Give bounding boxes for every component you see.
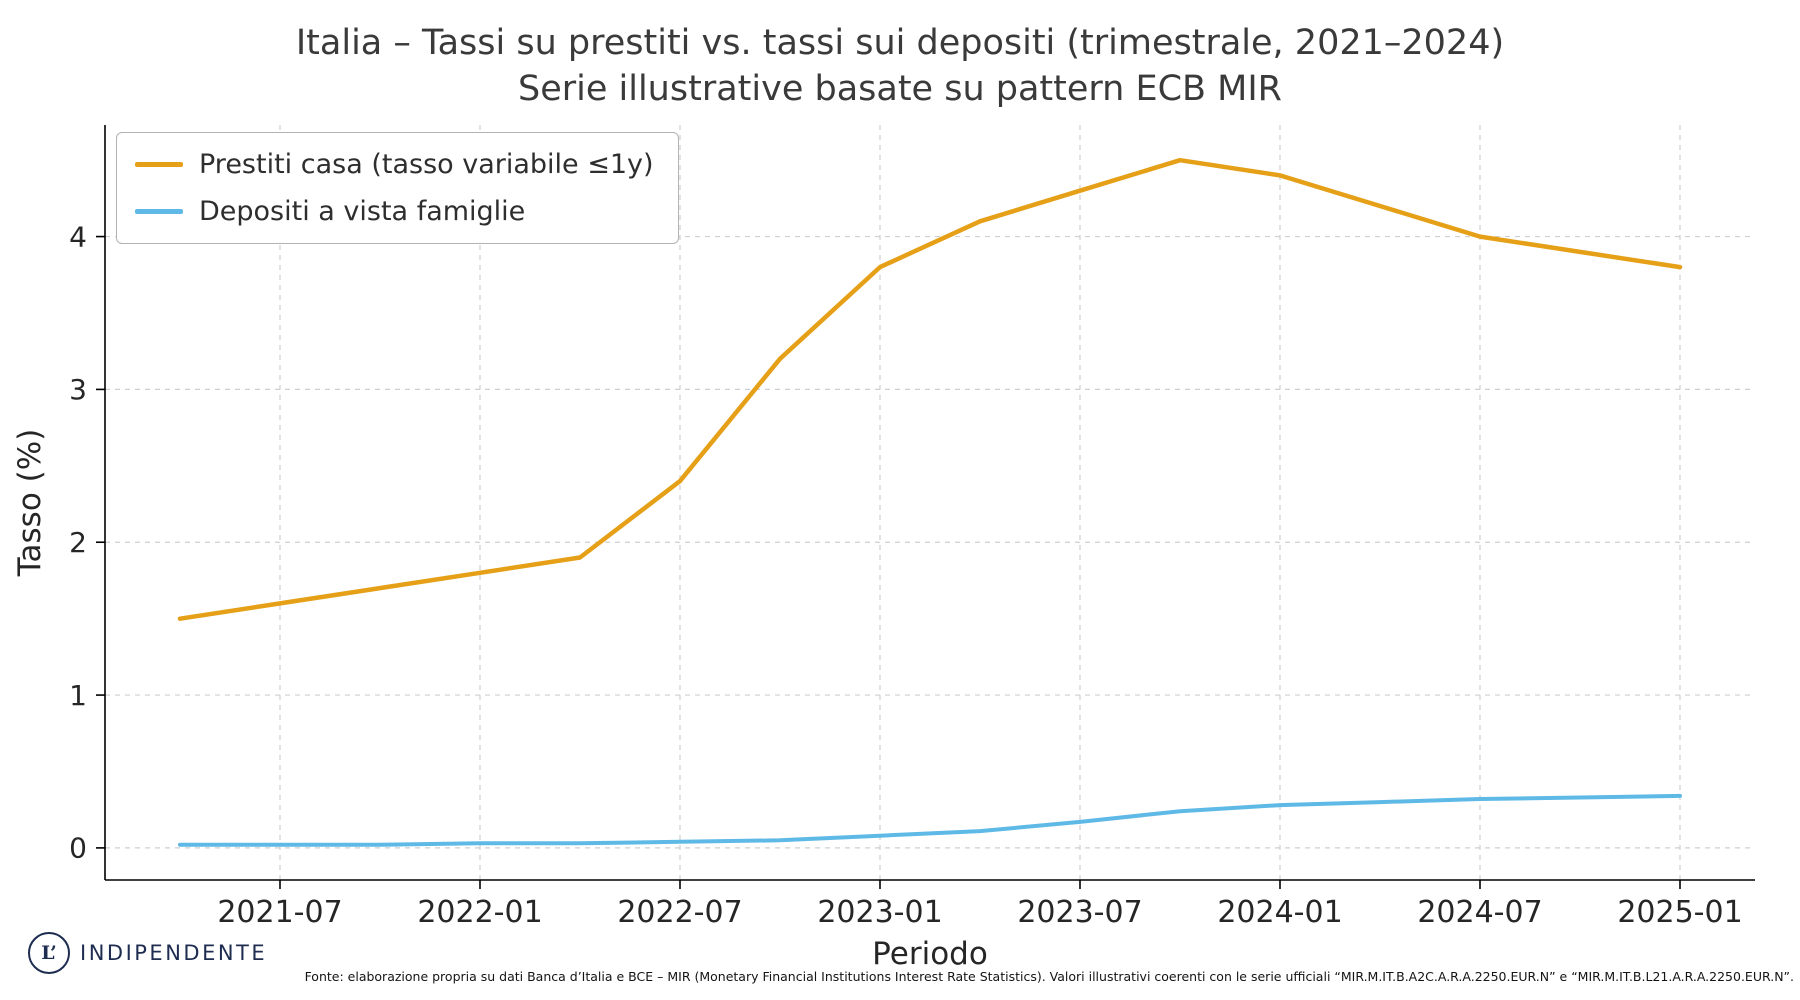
x-tick-label: 2022-07 — [617, 895, 742, 930]
x-axis-label: Periodo — [872, 936, 988, 972]
legend-swatch-depositi — [135, 209, 183, 214]
logo-text: INDIPENDENTE — [80, 941, 268, 965]
x-tick-label: 2023-01 — [817, 895, 942, 930]
chart-subtitle: Serie illustrative basate su pattern ECB… — [517, 69, 1283, 110]
y-tick-label: 1 — [69, 679, 87, 712]
y-tick-label: 3 — [69, 373, 87, 406]
legend: Prestiti casa (tasso variabile ≤1y) Depo… — [116, 132, 679, 244]
y-tick-label: 0 — [69, 832, 87, 865]
legend-swatch-prestiti — [135, 162, 183, 167]
lindipendente-logo: L’ INDIPENDENTE — [28, 932, 267, 974]
x-tick-label: 2024-07 — [1417, 895, 1542, 930]
y-axis-label: Tasso (%) — [12, 429, 48, 578]
x-tick-label: 2025-01 — [1617, 895, 1742, 930]
series-line-prestiti — [177, 157, 1683, 621]
chart-title: Italia – Tassi su prestiti vs. tassi sui… — [295, 23, 1505, 63]
title-block: Italia – Tassi su prestiti vs. tassi sui… — [0, 20, 1800, 112]
y-tick-label: 4 — [69, 220, 87, 253]
x-tick-label: 2021-07 — [217, 895, 342, 930]
logo-circle-icon: L’ — [28, 932, 70, 974]
x-tick-label: 2023-07 — [1017, 895, 1142, 930]
legend-label-depositi: Depositi a vista famiglie — [199, 196, 526, 227]
x-tick-label: 2024-01 — [1217, 895, 1342, 930]
series-line-depositi — [178, 793, 1682, 847]
x-tick-label: 2022-01 — [417, 895, 542, 930]
y-tick-label: 2 — [69, 526, 87, 559]
legend-entry-depositi: Depositi a vista famiglie — [135, 196, 654, 227]
legend-entry-prestiti: Prestiti casa (tasso variabile ≤1y) — [135, 149, 654, 180]
source-note: Fonte: elaborazione propria su dati Banc… — [304, 969, 1794, 984]
legend-label-prestiti: Prestiti casa (tasso variabile ≤1y) — [199, 149, 654, 180]
